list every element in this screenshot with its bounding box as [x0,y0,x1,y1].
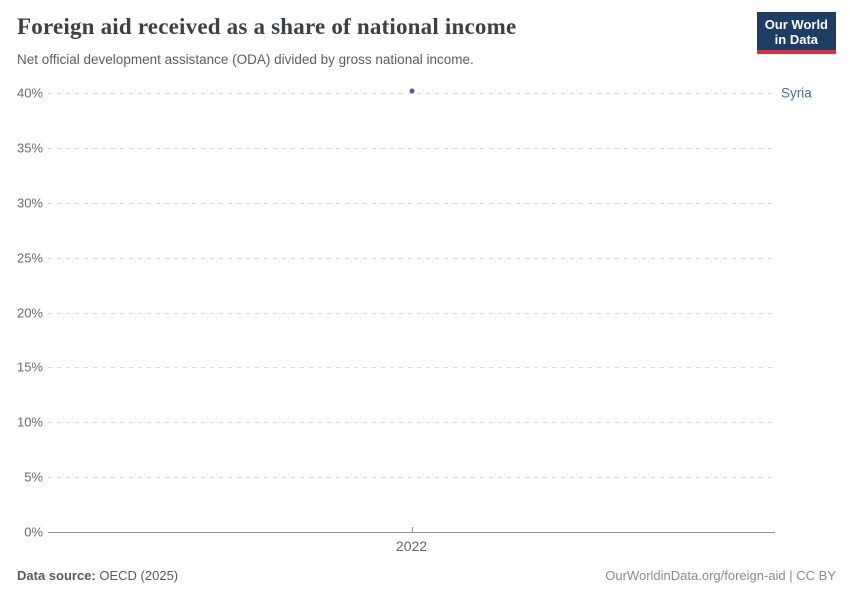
chart-subtitle: Net official development assistance (ODA… [17,52,474,67]
y-gridline [48,202,775,204]
y-axis-tick-label: 25% [16,250,43,266]
y-gridline [48,367,775,369]
y-gridline [48,312,775,314]
y-axis-tick-label: 10% [16,414,43,430]
y-axis-tick-label: 5% [24,469,43,485]
y-axis-tick-label: 35% [16,140,43,156]
owid-logo-line2: in Data [774,32,819,47]
x-axis-tick-mark [411,527,413,532]
y-gridline [48,147,775,149]
license-link[interactable]: OurWorldinData.org/foreign-aid | CC BY [605,568,836,583]
data-source-value: OECD (2025) [99,568,179,583]
y-axis-tick-label: 20% [16,305,43,320]
y-gridline [48,93,775,94]
y-gridline [48,477,775,479]
x-axis-line [48,532,775,533]
entity-label-syria[interactable]: Syria [781,85,812,101]
data-source-note: Data source: OECD (2025) [17,568,178,583]
data-point-syria[interactable] [409,88,414,94]
y-axis-tick-label: 0% [24,524,43,540]
y-gridline [48,257,775,259]
y-axis-tick-label: 15% [16,359,43,375]
y-gridline [48,422,775,424]
y-axis-tick-label: 40% [16,85,43,101]
chart-footer: Data source: OECD (2025) OurWorldinData.… [0,568,850,583]
owid-logo-line1: Our World [764,17,828,32]
x-axis-tick-label: 2022 [395,538,428,554]
owid-logo[interactable]: Our World in Data [756,12,836,54]
y-axis-tick-label: 30% [16,195,43,211]
data-source-label: Data source: [17,568,96,583]
page-title: Foreign aid received as a share of natio… [17,14,517,39]
